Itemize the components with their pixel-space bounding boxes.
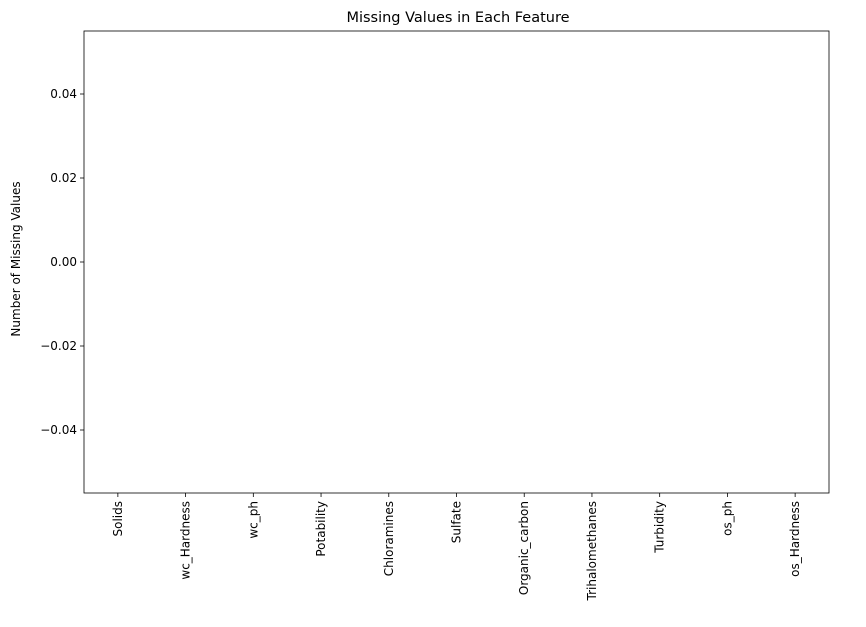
plot-area-frame: [83, 30, 830, 494]
x-tick-label: Chloramines: [382, 501, 396, 576]
x-tick-label: Turbidity: [653, 501, 667, 554]
y-tick-label: −0.02: [40, 339, 77, 353]
x-axis-ticks: Solids wc_Hardness wc_ph Potability Chlorami…: [111, 493, 802, 601]
y-axis-ticks: −0.04 −0.02 0.00 0.02 0.04: [40, 87, 84, 437]
x-tick-label: os_ph: [720, 501, 734, 536]
x-tick-label: wc_Hardness: [179, 501, 193, 580]
x-tick-label: Trihalomethanes: [585, 501, 599, 601]
y-axis-label: Number of Missing Values: [9, 181, 23, 336]
x-tick-label: Potability: [314, 501, 328, 557]
x-tick-label: os_Hardness: [788, 501, 802, 577]
x-tick-label: Sulfate: [450, 501, 464, 543]
x-tick-label: Organic_carbon: [517, 501, 531, 595]
x-tick-label: Solids: [111, 501, 125, 537]
y-tick-label: −0.04: [40, 423, 77, 437]
y-tick-label: 0.02: [50, 171, 77, 185]
x-tick-label: wc_ph: [246, 501, 260, 539]
y-tick-label: 0.00: [50, 255, 77, 269]
y-tick-label: 0.04: [50, 87, 77, 101]
chart-title: Missing Values in Each Feature: [346, 10, 569, 26]
